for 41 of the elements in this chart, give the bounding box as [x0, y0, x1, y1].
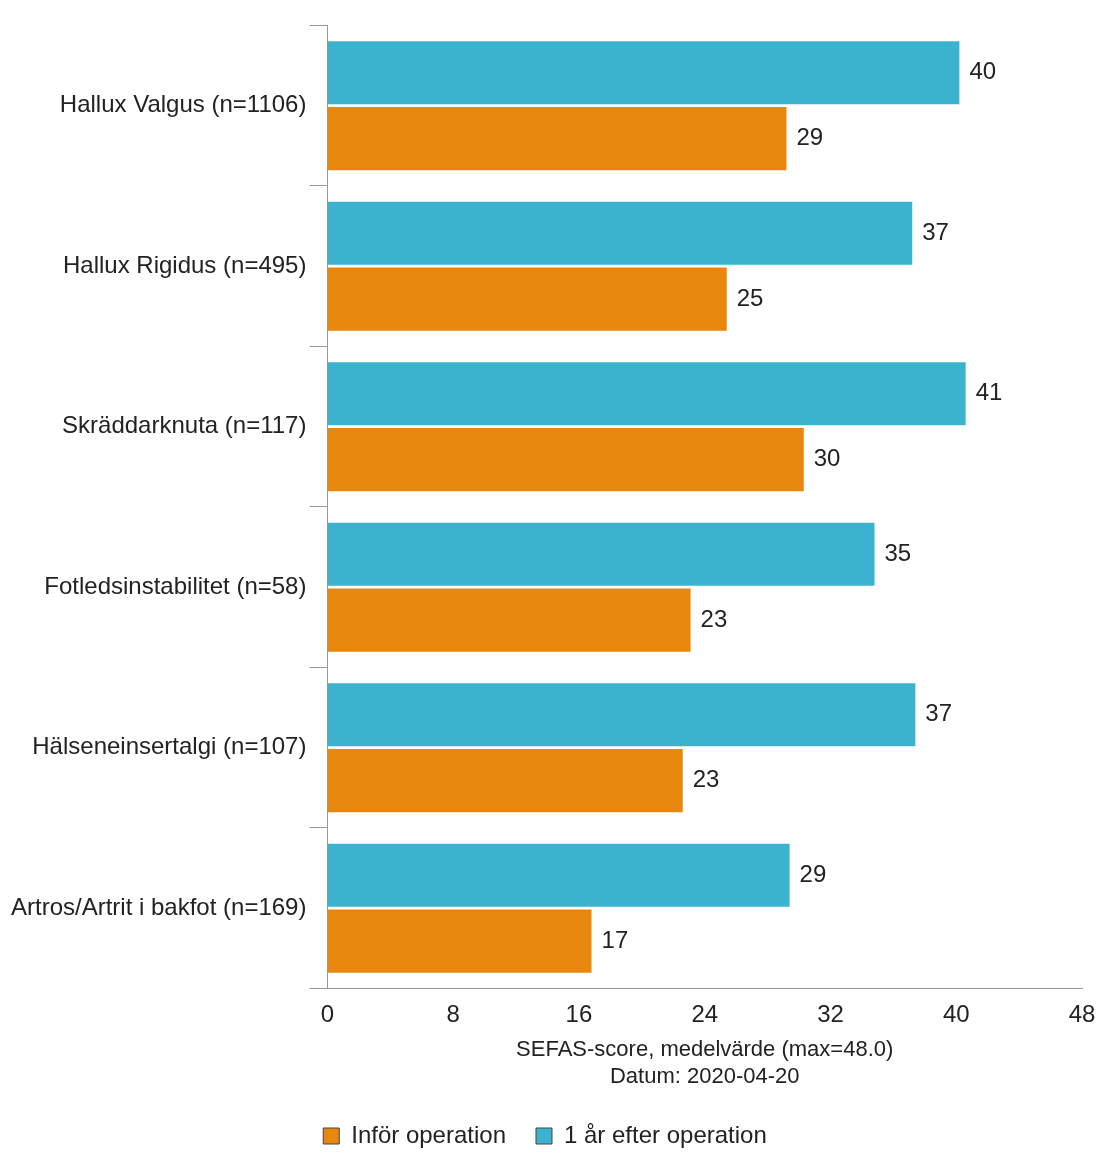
legend-label: Inför operation	[351, 1120, 506, 1148]
data-label: 25	[736, 283, 764, 311]
data-label: 23	[700, 604, 728, 632]
bar	[327, 427, 804, 492]
bar	[327, 683, 916, 747]
data-label: 37	[925, 699, 953, 727]
bar	[327, 588, 691, 652]
data-label: 35	[884, 538, 912, 566]
data-label: 40	[969, 57, 997, 85]
y-tick-label: Hallux Valgus (n=1106)	[59, 90, 307, 118]
x-tick-label: 40	[942, 1000, 970, 1028]
data-label: 37	[922, 217, 949, 245]
y-tick-label: Hallux Rigidus (n=495)	[62, 250, 307, 278]
bar	[327, 106, 787, 171]
data-label: 41	[975, 378, 1003, 406]
bar	[327, 748, 683, 813]
x-tick-label: 16	[565, 1000, 593, 1028]
data-label: 29	[799, 859, 827, 887]
data-label: 17	[601, 925, 629, 953]
legend-label: 1 år efter operation	[563, 1120, 767, 1148]
x-axis-title: SEFAS-score, medelvärde (max=48.0)	[516, 1036, 894, 1062]
bar	[327, 909, 592, 973]
x-tick-label: 8	[446, 1000, 460, 1028]
text: Datum: 2020-04-20	[609, 1062, 800, 1088]
bar	[327, 41, 960, 105]
y-tick-label: Skräddarknuta (n=117)	[62, 411, 307, 439]
x-tick-label: 0	[320, 1000, 335, 1028]
data-label: 23	[692, 765, 720, 793]
y-tick-label: Artros/Artrit i bakfot (n=169)	[10, 892, 307, 920]
data-label: 30	[813, 444, 841, 472]
bar	[327, 267, 727, 331]
x-tick-label: 48	[1068, 1000, 1096, 1028]
bar	[327, 843, 790, 907]
bar	[327, 201, 913, 265]
x-tick-label: 32	[817, 1000, 844, 1028]
y-tick-label: Hälseneinsertalgi (n=107)	[32, 732, 307, 760]
bar	[327, 522, 875, 586]
bar	[327, 362, 966, 426]
y-tick-label: Fotledsinstabilitet (n=58)	[44, 571, 307, 599]
data-label: 29	[796, 123, 824, 151]
x-tick-label: 24	[691, 1000, 719, 1028]
